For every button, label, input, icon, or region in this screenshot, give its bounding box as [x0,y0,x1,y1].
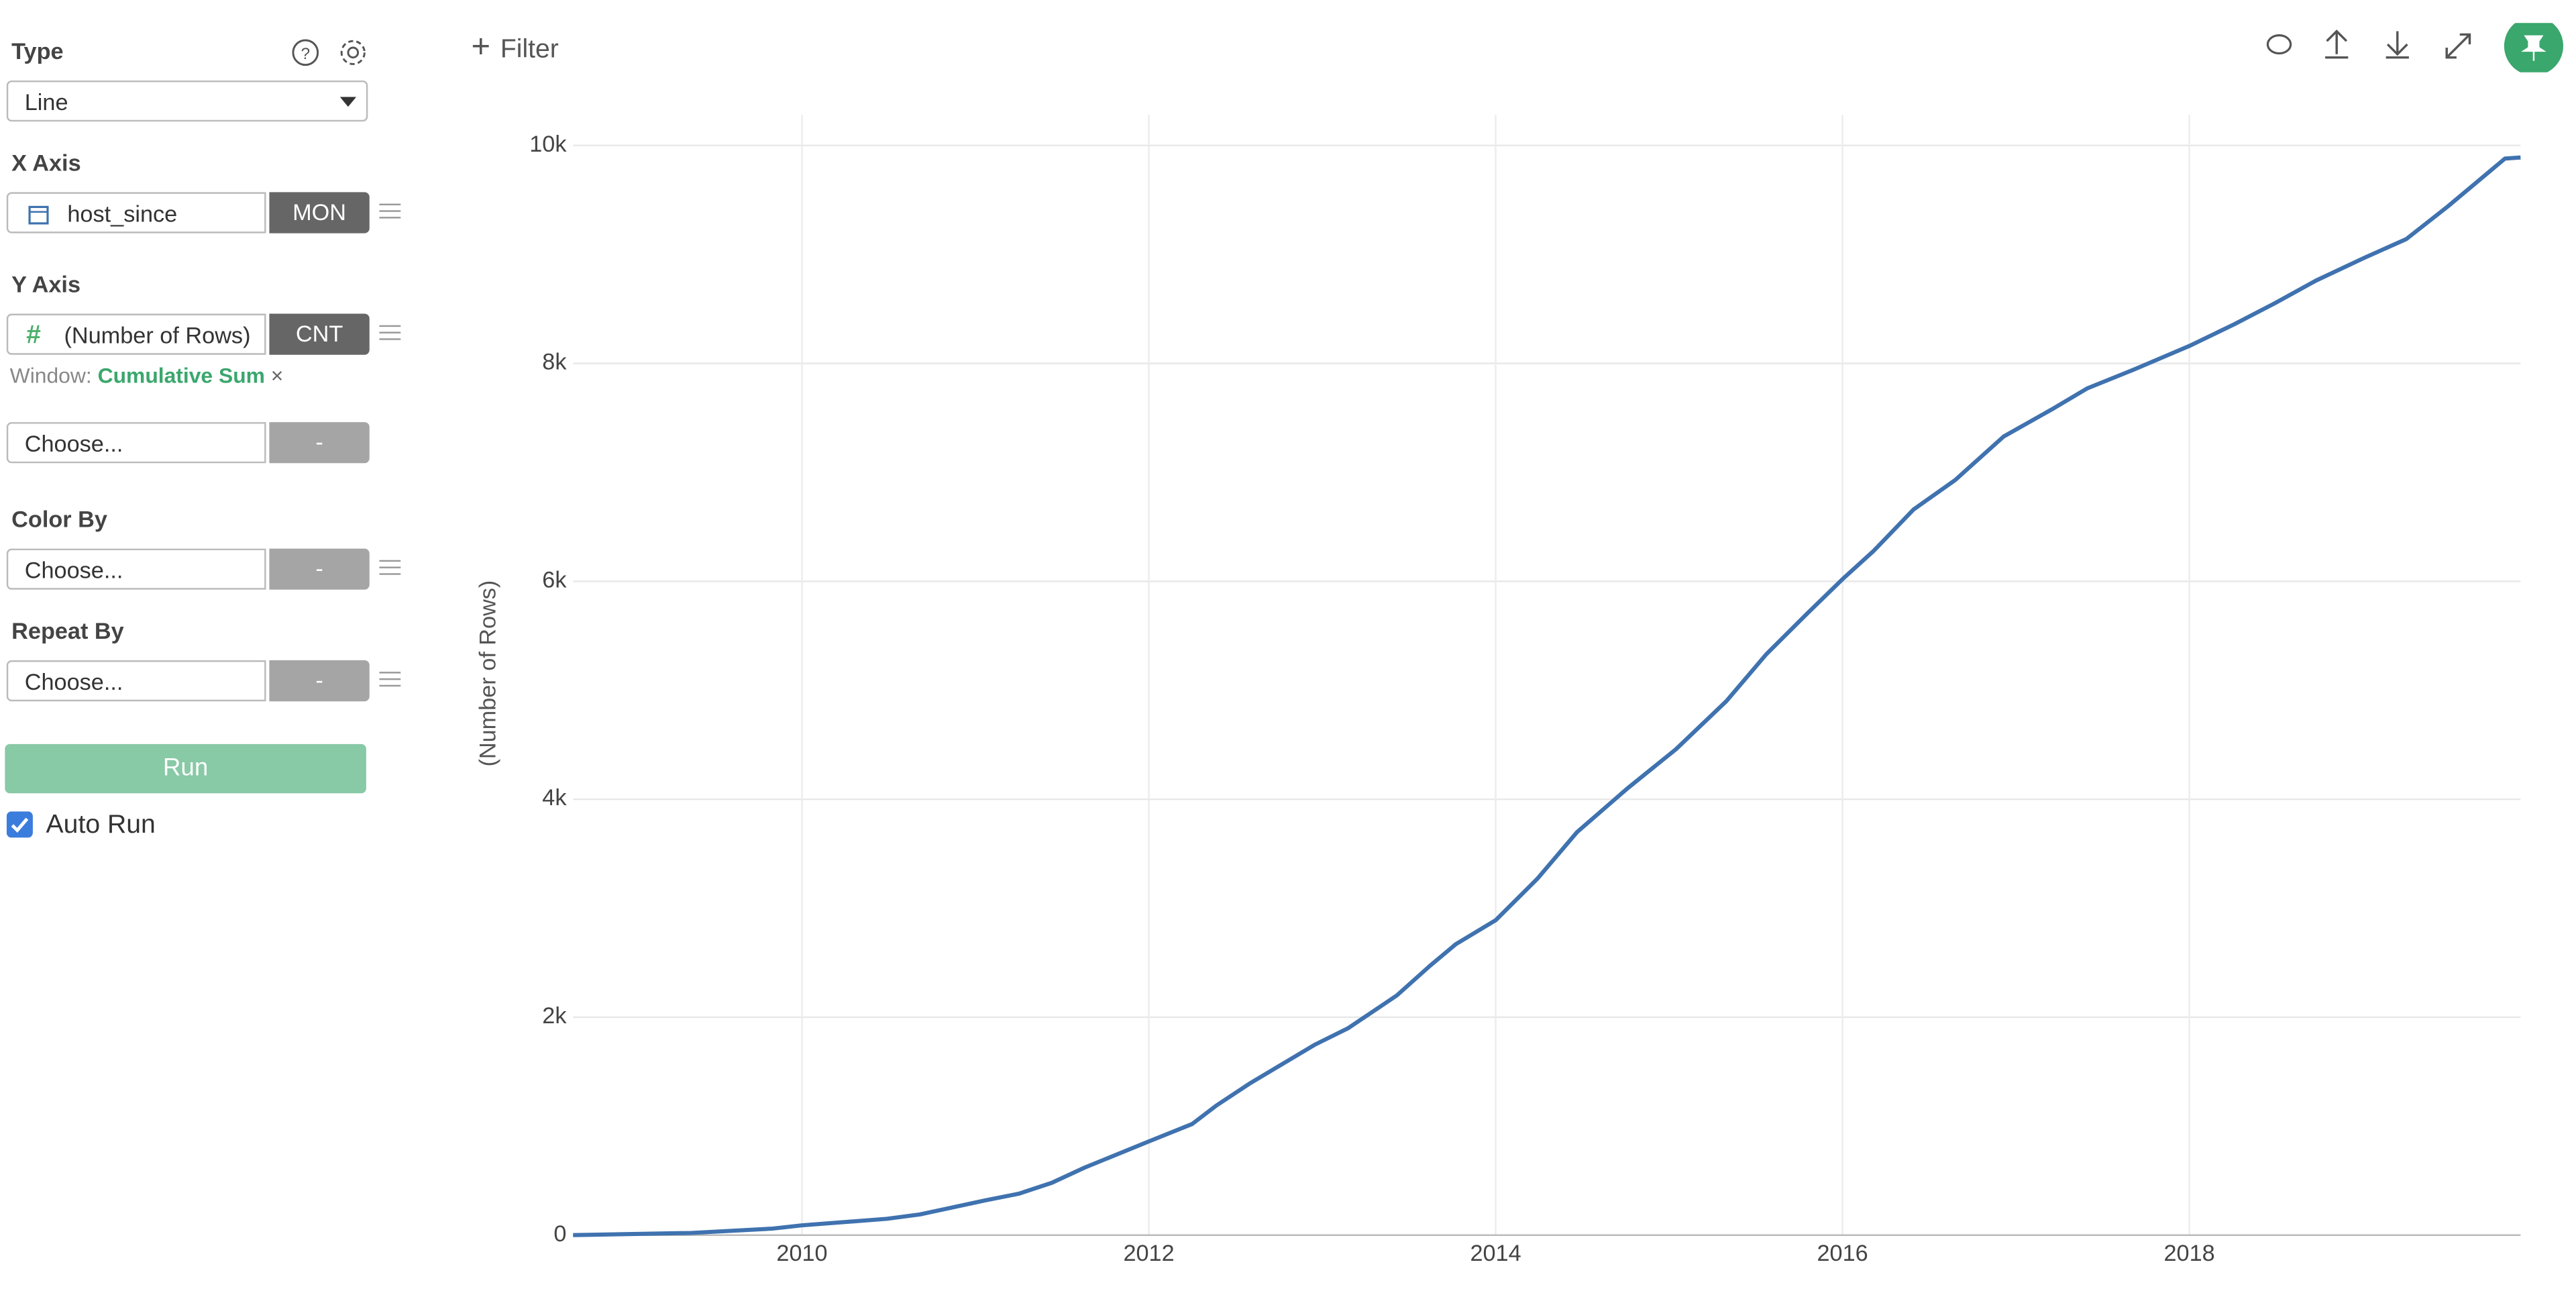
x-tick-label: 2012 [1123,1241,1174,1266]
window-row: Window: Cumulative Sum × [10,363,284,388]
auto-run-checkbox[interactable] [6,811,33,838]
run-button[interactable]: Run [5,743,366,794]
color-agg[interactable]: - [269,548,370,590]
y-tick-label: 0 [553,1221,566,1247]
y-axis-title: (Number of Rows) [475,580,500,767]
y-field-name: (Number of Rows) [64,321,251,348]
y-axis-label: Y Axis [11,270,81,298]
calendar-icon [28,205,49,225]
color-menu[interactable] [379,560,401,580]
type-label: Type [11,38,64,64]
y-menu[interactable] [379,325,401,345]
auto-run-label: Auto Run [46,811,156,839]
toolbar-icons[interactable] [2263,23,2575,72]
y-tick-label: 4k [542,785,567,811]
x-tick-label: 2018 [2164,1241,2215,1266]
repeat-by-label: Repeat By [11,617,124,644]
x-axis-label: X Axis [11,149,81,176]
x-tick-label: 2010 [776,1241,827,1266]
y-tick-label: 10k [529,132,567,157]
color-field[interactable]: Choose... [6,548,266,590]
y-tick-label: 6k [542,567,567,592]
help-settings-icons[interactable]: ? [289,38,388,70]
extra-field[interactable]: Choose... [6,422,266,464]
x-field-name: host_since [67,200,178,227]
dropdown-arrow [339,97,357,107]
y-tick-label: 8k [542,350,567,375]
data-line [573,155,2521,1237]
x-tick-label: 2014 [1470,1241,1521,1266]
x-tick-label: 2016 [1817,1241,1868,1266]
y-tick-label: 2k [542,1003,567,1029]
x-agg[interactable]: MON [269,192,370,234]
filter-label: Filter [500,36,559,64]
type-value: Line [24,89,68,115]
type-select[interactable]: Line [6,80,368,122]
repeat-agg[interactable]: - [269,660,370,702]
hash-icon: # [26,321,41,350]
window-remove[interactable]: × [270,362,284,388]
svg-text:?: ? [301,45,310,63]
y-field[interactable]: # (Number of Rows) [6,313,266,355]
filter-button[interactable]: + Filter [471,30,559,66]
x-menu[interactable] [379,203,401,223]
repeat-menu[interactable] [379,672,401,691]
window-value[interactable]: Cumulative Sum [97,362,265,388]
window-label: Window: [9,362,92,388]
repeat-field[interactable]: Choose... [6,660,266,702]
extra-agg[interactable]: - [269,422,370,464]
color-by-label: Color By [11,505,107,533]
x-field[interactable]: host_since [6,192,266,234]
y-agg[interactable]: CNT [269,313,370,355]
